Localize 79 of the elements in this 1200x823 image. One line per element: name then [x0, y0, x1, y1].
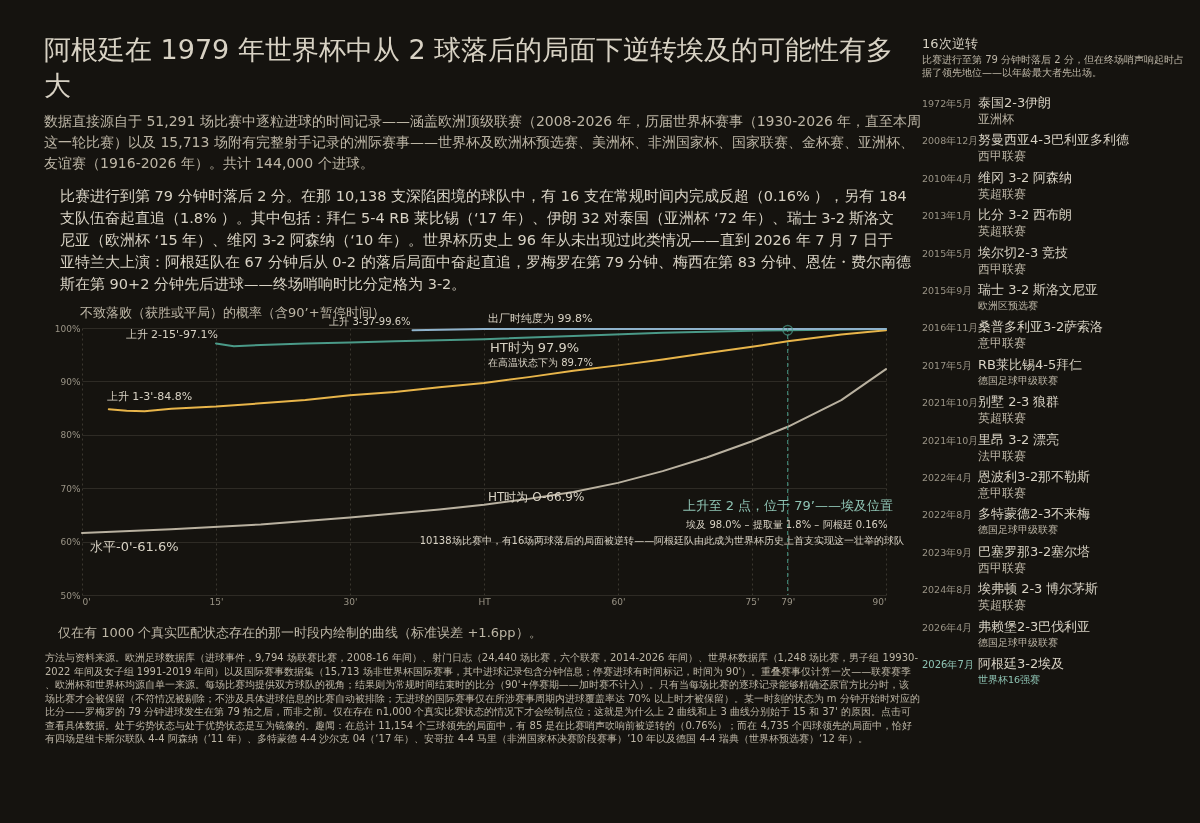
y-tick-label: 90%: [60, 376, 81, 387]
y-tick-label: 50%: [60, 590, 81, 601]
text: 2021年10月: [922, 434, 979, 446]
text: 西甲联赛: [978, 261, 1026, 276]
text: 2010年4月: [922, 172, 973, 184]
annotation: 上升 2-15'-97.1%: [125, 328, 218, 342]
text: 英超联赛: [978, 598, 1026, 613]
y-tick-label: 60%: [60, 537, 81, 548]
text: 2022年8月: [922, 509, 973, 521]
text: 欧洲区预选赛: [978, 300, 1038, 311]
text: 2015年5月: [922, 247, 973, 259]
text: 2015年9月: [922, 285, 973, 296]
annotation: 埃及 98.0% – 提取量 1.8% – 阿根廷 0.16%: [685, 519, 888, 530]
text: 西甲联赛: [978, 560, 1026, 575]
annotation: 出厂时纯度为 99.8%: [488, 312, 593, 326]
text: 2008年12月: [922, 135, 979, 147]
text: 2024年8月: [922, 584, 973, 596]
text: 2023年9月: [922, 546, 973, 558]
annotation: 上升 1-3'-84.8%: [106, 390, 193, 404]
text: 1972年5月: [922, 98, 973, 109]
text: 德国足球甲级联赛: [978, 524, 1058, 536]
text: 维冈 3-2 阿森纳: [978, 169, 1073, 185]
text: 英超联赛: [978, 186, 1026, 201]
x-tick-label: HT: [478, 596, 492, 607]
text: 巴塞罗那3-2塞尔塔: [978, 543, 1091, 559]
text: 意甲联赛: [977, 336, 1026, 351]
text: 德国足球甲级联赛: [978, 636, 1058, 648]
chart-title: 阿根廷在 1979 年世界杯中从 2 球落后的局面下逆转埃及的可能性有多大: [44, 34, 894, 101]
text: 桑普多利亚3-2萨索洛: [978, 319, 1104, 335]
ref-line-label: 上升至 2 点，位于 79’——埃及位置: [682, 498, 893, 513]
text: 德国足球甲级联赛: [978, 374, 1058, 386]
annotation: HT时为 97.9%: [490, 340, 580, 356]
text: 意甲联赛: [977, 486, 1026, 500]
annotation: 10138场比赛中，有16场两球落后的局面被逆转——阿根廷队由此成为世界杯历史上首支实现这一壮举的球队: [419, 535, 905, 546]
x-tick-label: 30': [343, 596, 358, 607]
text: 2016年11月: [922, 322, 979, 334]
y-tick-label: 80%: [60, 430, 81, 441]
text: 2022年4月: [922, 472, 973, 483]
x-tick-label: 75': [745, 596, 760, 607]
y-tick-label: 100%: [54, 323, 81, 334]
text: 英超联赛: [978, 224, 1026, 239]
y-tick-label: 70%: [60, 483, 81, 494]
x-tick-label: 90': [872, 596, 887, 607]
text: 16次逆转: [922, 36, 978, 51]
chart-subtitle: 数据直接源自于 51,291 场比赛中逐粒进球的时间记录——涵盖欧洲顶级联赛（2008-2026 年，历届世界杯赛事（1930-2026 年，直至本周这一轮比赛）以及 15,713 场附有完整射手记录的洲际赛事——世界杯及欧洲杯预选赛、美洲杯、非洲国家杯、国家联赛、金杯赛、亚洲杯、友谊赛（1916-2026 年）。共计 144,000 个进球。: [44, 113, 922, 171]
x-tick-label: 60': [611, 596, 626, 607]
text: 2017年5月: [922, 359, 973, 371]
text: 努曼西亚4-3巴利亚多利德: [978, 132, 1130, 148]
text: 2021年10月: [922, 397, 979, 409]
text: 比赛进行到第 79 分钟时落后 2 分。在那 10,138 支深陷困境的球队中，有 16 支在常规时间内完成反超（0.16% ），另有 184 支队伍奋起直追（1.8% ）。其中包括：拜仁 5-4 RB 莱比锡（‘17 年）、伊朗 32 对泰国（亚洲杯 ‘72 年）、瑞士 3-2 斯洛文尼亚（欧洲杯 ‘15 年）、维冈 3-2 阿森纳（‘10 年）。世界杯历史上 96 年从未出现过此类情况——直到 2026 年 7 月 7 日于亚特兰大上演：阿根廷队在 67 分钟后从 0-2 的落后局面中奋起直追，罗梅罗在第 79 分钟、梅西在第 83 分钟、恩佐・费尔南德斯在第 90+2 分钟先后进球——终场哨响时比分定格为 3-2。: [60, 188, 911, 292]
text: 仅在有 1000 个真实匹配状态存在的那一时段内绘制的曲线（标准误差 +1.6pp）。: [58, 625, 542, 640]
text: 埃尔切2-3 竞技: [977, 244, 1069, 260]
annotation: 在高温状态下为 89.7%: [488, 357, 593, 368]
text: 恩波利3-2那不勒斯: [977, 469, 1091, 484]
line-series: [107, 329, 887, 413]
text: 方法与资料来源。欧洲足球数据库（进球事件，9,794 场联赛比赛，2008-16 年间）、射门日志（24,440 场比赛，六个联赛，2014-2026 年间）、世界杯数据库（1,248 场比赛，男子组 19930-2022 年间及女子组 1991-2019 年间）以及国际赛事数据集（15,713 场非世界杯国际赛事，其中进球记录包含分钟信息；停赛进球有时间标记，时间为 90'）。重叠赛事仅计算一次——联赛赛季、欧洲杯和世界杯均源自单一来源。每场比赛均提供双方球队的视角；结果则为常规时间结束时的比分（90'+停赛期——加时赛不计入）。只有当每场比赛的逐球记录能够精确还原官方比分时，该场比赛才会被保留（不符情况被剔除；不涉及具体进球信息的比赛自动被排除；无进球的国际赛事仅在所涉赛事周期内进球覆盖率达 70% 以上时才被保留）。某一时刻的状态为 m 分钟开始时对应的比分——罗梅罗的 79 分钟进球发生在第 79 拍之后，而非之前。仅在存在 n1,000 个真实比赛状态的情况下才会绘制点位；这就是为什么上 2 曲线和上 3 曲线分别始于 15 和 37' 的原因。点击可查看具体数据。处于劣势状态与处于优势状态是互为镜像的。趣闻：在总计 11,154 个三球领先的局面中，有 85 是在比赛哨声吹响前被逆转的（0.76%）；而在 4,735 个四球领先的局面中，恰好有四场是纽卡斯尔联队 4-4 阿森纳（‘11 年）、多特蒙德 4-4 沙尔克 04（‘17 年）、安哥拉 4-4 马里（非洲国家杯决赛阶段赛事）‘10 年以及德国 4-4 瑞典（世界杯预选赛）‘12 年）。: [44, 652, 920, 744]
text: 法甲联赛: [978, 448, 1026, 463]
text: 英超联赛: [978, 411, 1026, 426]
text: 2026年4月: [922, 621, 973, 633]
text: 泰国2-3伊朗: [978, 95, 1052, 110]
text: 比分 3-2 西布朗: [978, 207, 1073, 223]
text: 瑞士 3-2 斯洛文尼亚: [978, 282, 1099, 297]
text: 亚洲杯: [978, 112, 1014, 126]
text: 多特蒙德2-3不来梅: [978, 506, 1091, 522]
text: 里昂 3-2 漂亮: [978, 431, 1060, 447]
annotation: 水平-0'-61.6%: [90, 539, 179, 555]
x-tick-label: 15': [209, 596, 224, 607]
text: 2026年7月: [922, 659, 974, 670]
x-tick-label: 0': [82, 596, 91, 607]
text: 弗赖堡2-3巴伐利亚: [978, 618, 1091, 634]
text: RB莱比锡4-5拜仁: [978, 356, 1083, 372]
text: 别墅 2-3 狼群: [978, 394, 1060, 410]
text: 2013年1月: [922, 210, 973, 222]
text: 埃弗顿 2-3 博尔茅斯: [977, 581, 1099, 597]
text: 世界杯16强赛: [978, 674, 1041, 685]
text: 阿根廷3-2埃及: [978, 656, 1065, 671]
text: 西甲联赛: [978, 149, 1026, 164]
x-tick-label: 79': [781, 596, 796, 607]
text: 比赛进行至第 79 分钟时落后 2 分，但在终场哨声响起时占据了领先地位——以年龄最大者先出场。: [922, 54, 1184, 78]
